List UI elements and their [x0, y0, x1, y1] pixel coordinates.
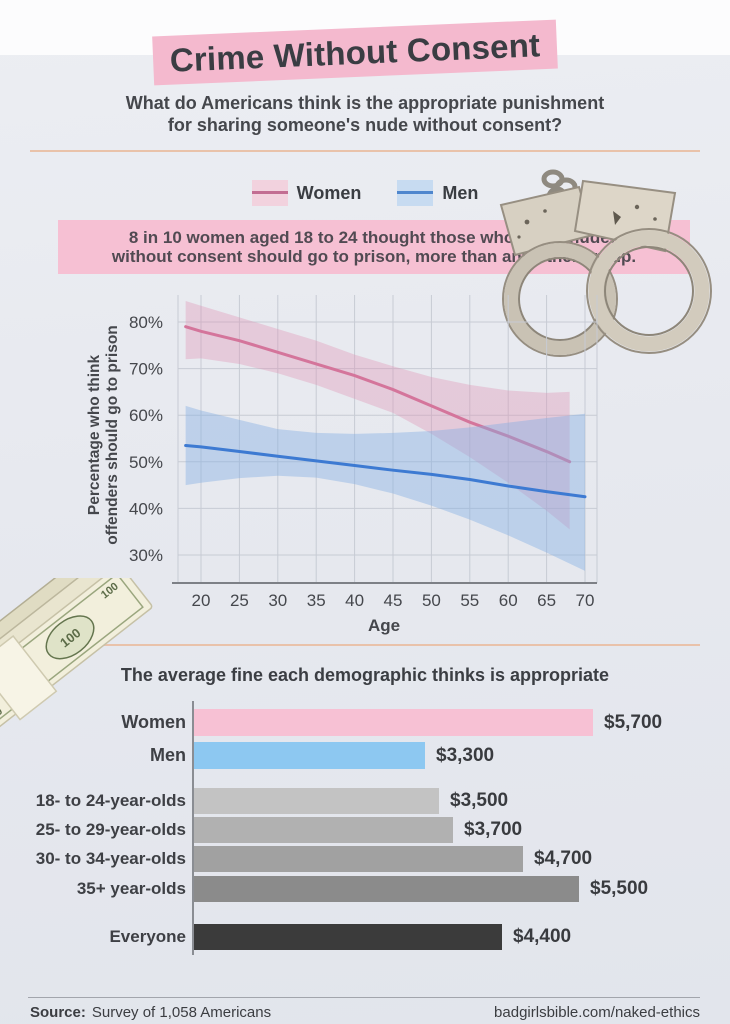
women-trend-line	[184, 325, 572, 464]
bar-value-label: $4,400	[513, 926, 572, 947]
bar-category-label: 25- to 29-year-olds	[35, 820, 186, 839]
svg-text:100: 100	[0, 705, 5, 726]
y-tick-label: 80%	[129, 313, 163, 332]
money-stack-image: 100 100 100	[0, 578, 153, 737]
subtitle-line-2: for sharing someone's nude without conse…	[167, 115, 563, 135]
callout-line-1: 8 in 10 women aged 18 to 24 thought thos…	[128, 228, 620, 247]
bar-value-label: $5,700	[604, 712, 663, 733]
y-tick-label: 60%	[129, 406, 163, 425]
page-title: Crime Without Consent	[169, 25, 541, 79]
legend-label: Women	[296, 182, 362, 203]
bar-women	[194, 709, 593, 736]
x-tick-label: 70	[576, 591, 595, 610]
source-text: Survey of 1,058 Americans	[91, 1004, 272, 1021]
bar-category-label: Men	[150, 745, 186, 765]
footer-divider	[28, 997, 700, 998]
handcuffs-image	[499, 169, 712, 357]
x-tick-label: 45	[384, 591, 403, 610]
x-axis-title: Age	[368, 616, 400, 635]
x-tick-label: 65	[537, 591, 556, 610]
chart-gridlines	[177, 295, 598, 583]
x-tick-label: 60	[499, 591, 518, 610]
x-tick-label: 40	[345, 591, 364, 610]
bar-18-to-24-year-olds	[194, 788, 439, 814]
bar-value-label: $4,700	[534, 848, 593, 869]
bar-category-label: Women	[121, 712, 186, 732]
legend-swatch-icon	[251, 180, 288, 206]
chart-legend: Women Men	[0, 180, 730, 206]
y-axis-title: offenders should go to prison	[104, 325, 121, 545]
bar-chart-title: The average fine each demographic thinks…	[120, 665, 610, 685]
y-tick-label: 30%	[129, 546, 163, 565]
x-tick-label: 20	[192, 591, 211, 610]
callout-line-2: without consent should go to prison, mor…	[111, 247, 637, 266]
bar-value-label: $3,700	[464, 819, 523, 840]
legend-item-women: Women	[251, 180, 362, 206]
x-tick-label: 50	[422, 591, 441, 610]
subtitle: What do Americans think is the appropria…	[0, 92, 730, 136]
legend-label: Men	[442, 182, 479, 203]
handcuff-left	[499, 185, 618, 357]
legend-swatch-icon	[397, 180, 434, 206]
handcuff-right	[573, 179, 712, 354]
divider-top	[30, 150, 700, 152]
x-tick-label: 30	[268, 591, 287, 610]
bar-25-to-29-year-olds	[194, 817, 453, 843]
bar-chart-axis	[192, 701, 194, 955]
divider-middle	[30, 644, 700, 646]
bar-category-label: 18- to 24-year-olds	[35, 791, 186, 810]
men-confidence-band	[185, 405, 585, 571]
fine-bar-chart: Women $5,700 Men $3,300 18- to 24-year-olds $…	[0, 695, 730, 963]
y-tick-label: 70%	[129, 360, 163, 379]
bar-category-label: 35+ year-olds	[76, 879, 186, 898]
x-tick-label: 25	[230, 591, 249, 610]
bar-category-label: 30- to 34-year-olds	[35, 849, 186, 868]
site-url: badgirlsbible.com/naked-ethics	[494, 1004, 700, 1021]
x-tick-label: 55	[460, 591, 479, 610]
women-confidence-band	[185, 301, 570, 530]
men-trend-line	[184, 443, 587, 499]
subtitle-line-1: What do Americans think is the appropria…	[125, 93, 605, 113]
money-bills: 100 100 100	[0, 578, 153, 737]
legend-item-men: Men	[397, 180, 478, 206]
bar-category-label: Everyone	[109, 927, 186, 946]
bar-30-to-34-year-olds	[194, 846, 523, 872]
bar-value-label: $3,500	[450, 790, 509, 811]
bar-men	[194, 742, 425, 769]
bar-value-label: $3,300	[436, 745, 495, 766]
y-tick-label: 40%	[129, 499, 163, 518]
source-label: Source:	[30, 1004, 86, 1021]
bar-everyone	[194, 924, 502, 950]
source-note: Source: Survey of 1,058 Americans	[30, 1004, 271, 1021]
prison-line-chart: 30% 40% 50% 60% 70% 80% 20 25 30 35 40 45 50 55 60 65 70…	[86, 295, 598, 635]
bar-35-year-olds	[194, 876, 579, 902]
y-tick-label: 50%	[129, 453, 163, 472]
x-tick-label: 35	[307, 591, 326, 610]
bar-value-label: $5,500	[590, 878, 649, 899]
y-axis-title: Percentage who think	[86, 355, 103, 516]
